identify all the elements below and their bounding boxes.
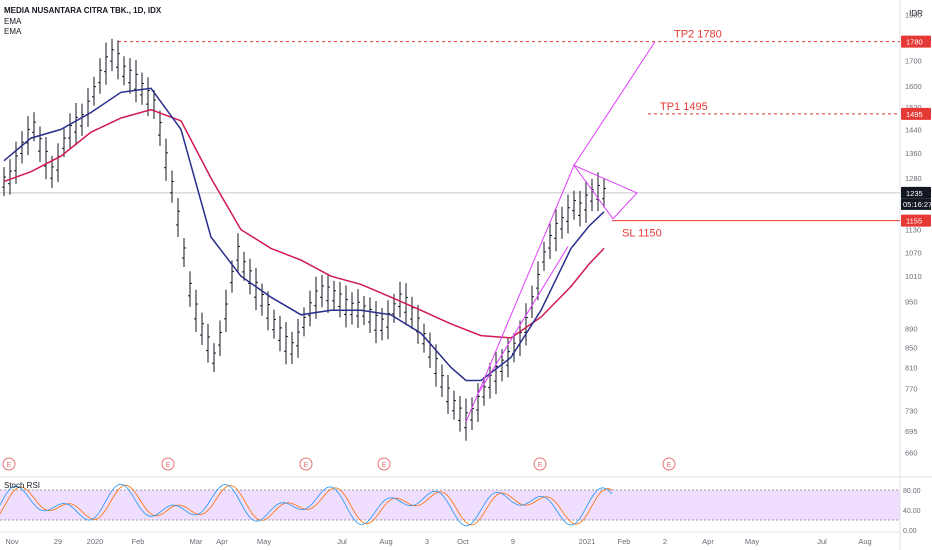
x-tick-label: Oct xyxy=(457,537,470,546)
currency-label: IDR xyxy=(909,9,923,18)
y-tick-label: 1700 xyxy=(905,57,922,66)
y-tick-label: 770 xyxy=(905,384,918,393)
tp1-label: TP1 1495 xyxy=(660,101,708,113)
y-tick-label: 1440 xyxy=(905,125,922,134)
sl-label: SL 1150 xyxy=(622,227,662,239)
y-tick-label: 1070 xyxy=(905,248,922,257)
stoch-tick-label: 40.00 xyxy=(903,508,921,515)
ema-fast-label[interactable]: EMA xyxy=(4,17,22,26)
event-marker xyxy=(533,457,547,471)
stoch-rsi-label[interactable]: Stoch RSI xyxy=(4,481,41,490)
y-tick-label: 1520 xyxy=(905,103,922,112)
price-label-1235-bg xyxy=(901,186,931,199)
event-marker xyxy=(662,457,676,471)
price-label-1495-bg xyxy=(901,107,931,120)
ema-slow-line xyxy=(3,108,605,339)
y-tick-label: 810 xyxy=(905,364,918,373)
stoch-k-line xyxy=(0,483,613,527)
price-label-1780-bg xyxy=(901,35,931,48)
x-tick-label: 3 xyxy=(425,537,429,546)
event-marker-label: E xyxy=(304,462,309,469)
x-tick-label: Nov xyxy=(5,537,19,546)
x-tick-label: 29 xyxy=(54,537,62,546)
price-label-1495: 1495 xyxy=(906,110,923,119)
x-tick-label: 2021 xyxy=(579,537,596,546)
stoch-tick-label: 80.00 xyxy=(903,488,921,495)
countdown-bg xyxy=(901,198,931,210)
price-label-1155: 1155 xyxy=(906,217,922,226)
y-tick-label: 950 xyxy=(905,298,918,307)
event-marker-label: E xyxy=(382,462,387,469)
y-tick-label: 695 xyxy=(905,427,918,436)
x-tick-label: Aug xyxy=(379,537,392,546)
y-tick-label: 1600 xyxy=(905,82,922,91)
tp2-label: TP2 1780 xyxy=(674,29,722,41)
y-tick-label: 850 xyxy=(905,344,918,353)
event-marker xyxy=(299,457,313,471)
stoch-band xyxy=(0,490,900,520)
triangle-pattern xyxy=(572,164,638,220)
y-tick-label: 890 xyxy=(905,325,918,334)
x-tick-label: Apr xyxy=(702,537,714,546)
event-marker xyxy=(377,457,391,471)
event-marker xyxy=(161,457,175,471)
x-tick-label: Feb xyxy=(132,537,145,546)
x-tick-label: May xyxy=(257,537,271,546)
event-marker-label: E xyxy=(667,462,672,469)
x-tick-label: 2020 xyxy=(87,537,104,546)
x-tick-label: Feb xyxy=(618,537,631,546)
y-tick-label: 730 xyxy=(905,407,918,416)
x-tick-label: Aug xyxy=(858,537,871,546)
price-label-1155-bg xyxy=(901,214,931,227)
y-tick-label: 1130 xyxy=(905,226,921,235)
ema-slow-label[interactable]: EMA xyxy=(4,27,22,36)
x-tick-label: Jul xyxy=(817,537,827,546)
event-marker-label: E xyxy=(7,462,12,469)
price-label-1235: 1235 xyxy=(906,189,923,198)
x-tick-label: May xyxy=(745,537,759,546)
x-tick-label: 2 xyxy=(663,537,667,546)
y-tick-label: 660 xyxy=(905,448,918,457)
price-label-1780: 1780 xyxy=(906,38,923,47)
x-tick-label: Jul xyxy=(337,537,347,546)
countdown-label: 05:16:27 xyxy=(903,200,932,209)
stoch-tick-label: 0.00 xyxy=(903,528,917,535)
y-tick-label: 1280 xyxy=(905,174,922,183)
y-tick-label: 1900 xyxy=(905,11,922,20)
event-marker-label: E xyxy=(166,462,171,469)
stoch-d-line xyxy=(0,484,613,526)
event-marker xyxy=(2,457,16,471)
event-marker-label: E xyxy=(538,462,543,469)
trend-channel-lower xyxy=(477,246,569,395)
x-tick-label: Mar xyxy=(190,537,203,546)
x-tick-label: 9 xyxy=(511,537,515,546)
y-tick-label: 1010 xyxy=(905,272,922,281)
x-tick-label: Apr xyxy=(216,537,228,546)
y-tick-label: 1360 xyxy=(905,149,922,158)
ema-fast-line xyxy=(3,87,605,382)
chart-title: MEDIA NUSANTARA CITRA TBK., 1D, IDX xyxy=(4,6,162,15)
